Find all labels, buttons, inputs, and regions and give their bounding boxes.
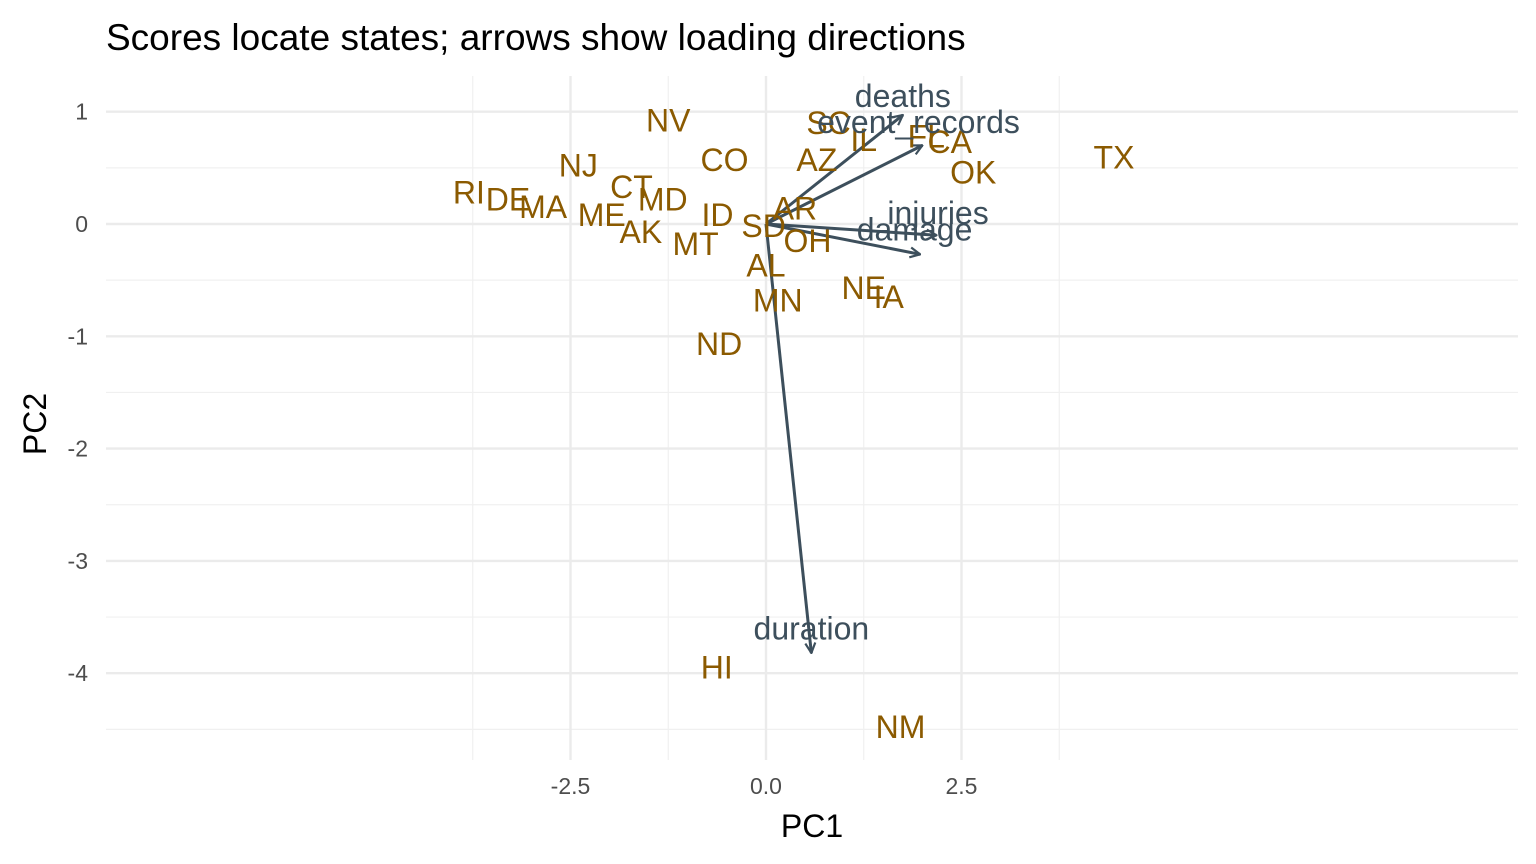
y-axis-ticks: 1 0 -1 -2 -3 -4: [68, 99, 89, 687]
state-score-label: SC: [806, 105, 850, 141]
state-score-label: DE: [486, 181, 530, 217]
loading-arrow: [765, 115, 903, 226]
state-score-label: MN: [753, 282, 803, 318]
x-axis-ticks: -2.5 0.0 2.5: [551, 773, 978, 799]
loading-label: injuries: [887, 195, 988, 231]
loading-arrow: [764, 223, 811, 653]
loading-arrows: [764, 115, 936, 653]
y-tick-label: -4: [68, 660, 89, 686]
state-score-label: MA: [519, 189, 568, 225]
chart-title: Scores locate states; arrows show loadin…: [106, 17, 966, 58]
state-score-label: OH: [783, 223, 831, 259]
state-score-label: AK: [620, 214, 663, 250]
state-score-label: RI: [453, 175, 485, 211]
major-gridlines: [106, 76, 1518, 760]
y-axis-title: PC2: [17, 393, 53, 455]
loading-label: deaths: [855, 78, 951, 114]
x-tick-label: 2.5: [946, 773, 978, 799]
loading-arrow: [765, 222, 936, 235]
y-tick-label: 1: [75, 99, 88, 125]
loading-arrow: [765, 222, 920, 254]
loading-label: duration: [754, 610, 870, 646]
state-score-label: NJ: [559, 148, 598, 184]
y-tick-label: -1: [68, 323, 88, 349]
state-score-label: IL: [850, 122, 877, 158]
state-score-label: HI: [701, 650, 733, 686]
state-score-label: NM: [876, 709, 926, 745]
state-score-label: CA: [928, 124, 973, 160]
x-tick-label: -2.5: [551, 773, 591, 799]
state-score-label: ID: [702, 197, 734, 233]
state-score-label: NE: [842, 270, 886, 306]
state-score-label: SD: [741, 208, 785, 244]
state-score-label: FL: [908, 118, 945, 154]
loading-label: damage: [857, 212, 973, 248]
loading-label: event_records: [817, 104, 1020, 140]
loading-arrow: [765, 144, 922, 226]
state-score-label: ND: [696, 326, 742, 362]
state-score-label: OK: [950, 154, 996, 190]
state-score-label: IA: [874, 279, 905, 315]
state-score-label: AR: [773, 190, 817, 226]
minor-gridlines: [106, 76, 1518, 760]
y-tick-label: -2: [68, 436, 88, 462]
x-tick-label: 0.0: [750, 773, 782, 799]
x-axis-title: PC1: [781, 808, 843, 844]
state-score-label: CO: [701, 142, 749, 178]
state-score-label: AL: [746, 248, 785, 284]
state-score-label: CT: [610, 169, 653, 205]
y-tick-label: 0: [75, 211, 88, 237]
state-score-label: TX: [1094, 140, 1135, 176]
state-score-label: NV: [646, 103, 691, 139]
state-score-label: MD: [638, 181, 688, 217]
state-score-label: ME: [578, 197, 626, 233]
state-score-label: MT: [673, 226, 719, 262]
state-score-label: AZ: [796, 142, 837, 178]
y-tick-label: -3: [68, 548, 88, 574]
